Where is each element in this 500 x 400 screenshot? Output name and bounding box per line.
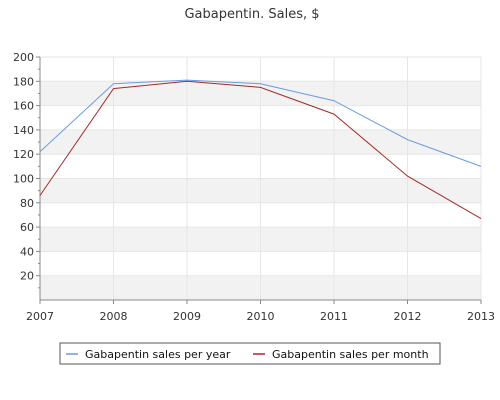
- x-axis-ticks: 2007 2008 2009 2010 2011 2012 2013: [26, 300, 495, 323]
- y-tick-label: 180: [13, 75, 34, 88]
- series-line-1: [39, 79, 482, 167]
- x-tick-label: 2009: [173, 310, 201, 323]
- series-line-2: [39, 80, 482, 220]
- y-tick-label: 140: [13, 124, 34, 137]
- chart-title: Gabapentin. Sales, $: [184, 7, 319, 22]
- series-lines: [39, 79, 482, 220]
- vertical-gridlines: [113, 57, 482, 300]
- y-axis-ticks: 20 40 60 80 100 120 140 160 180 200: [13, 51, 40, 289]
- legend: Gabapentin sales per year Gabapentin sale…: [59, 342, 441, 365]
- x-tick-label: 2013: [467, 310, 495, 323]
- y-tick-label: 20: [20, 270, 34, 283]
- y-tick-label: 40: [20, 245, 34, 258]
- legend-label: Gabapentin sales per year: [85, 348, 231, 361]
- x-tick-label: 2008: [100, 310, 128, 323]
- y-tick-label: 100: [13, 173, 34, 186]
- y-tick-label: 80: [20, 197, 34, 210]
- legend-box: [59, 342, 441, 365]
- x-tick-label: 2007: [26, 310, 54, 323]
- y-tick-label: 200: [13, 51, 34, 64]
- x-tick-label: 2010: [247, 310, 275, 323]
- y-tick-label: 120: [13, 148, 34, 161]
- y-tick-label: 60: [20, 221, 34, 234]
- x-tick-label: 2012: [394, 310, 422, 323]
- legend-label: Gabapentin sales per month: [272, 348, 429, 361]
- x-tick-label: 2011: [320, 310, 348, 323]
- y-tick-label: 160: [13, 100, 34, 113]
